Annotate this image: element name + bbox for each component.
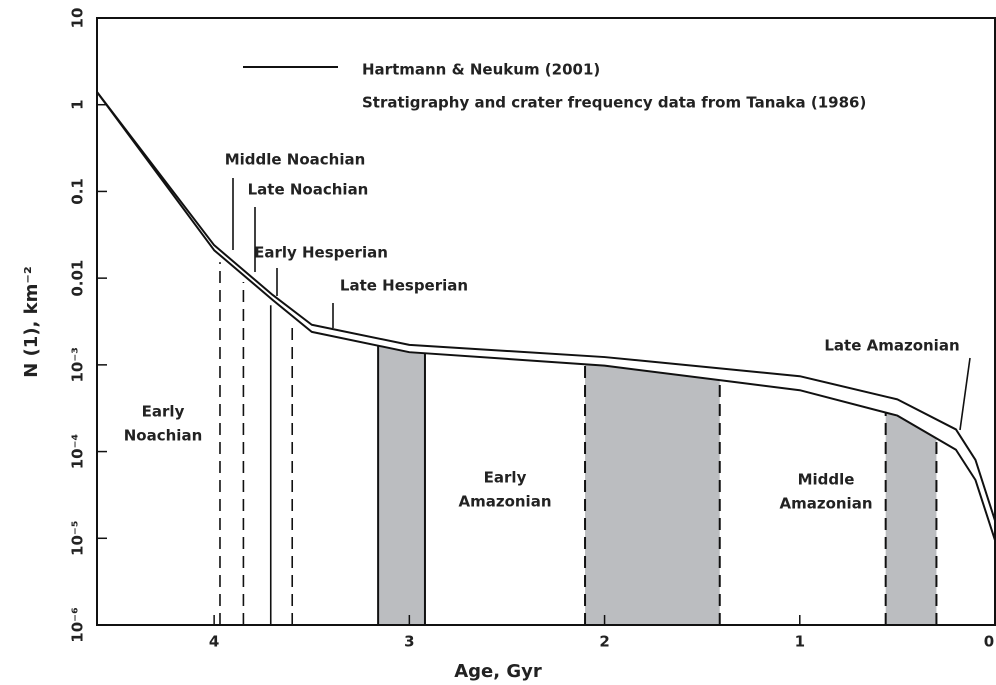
- x-tick-label: 2: [599, 633, 609, 651]
- pointer-label: Late Noachian: [248, 181, 369, 199]
- period-label: Middle: [798, 471, 855, 489]
- shaded-region: [885, 412, 937, 625]
- legend-note: Stratigraphy and crater frequency data f…: [362, 94, 866, 112]
- legend-label: Hartmann & Neukum (2001): [362, 61, 600, 79]
- y-tick-label: 10⁻³: [69, 347, 87, 382]
- y-tick-label: 0.1: [69, 178, 87, 205]
- y-tick-label: 10⁻⁶: [69, 607, 87, 642]
- x-axis-label: Age, Gyr: [454, 661, 542, 682]
- x-tick-label: 0: [984, 633, 994, 651]
- period-label: Early: [484, 469, 527, 487]
- pointer-label: Late Hesperian: [340, 277, 468, 295]
- pointer-label: Early Hesperian: [254, 244, 388, 262]
- y-tick-label: 10⁻⁵: [69, 521, 87, 556]
- x-tick-label: 4: [209, 633, 219, 651]
- y-tick-label: 0.01: [69, 260, 87, 297]
- curve: [96, 91, 996, 541]
- pointer-label: Middle Noachian: [225, 151, 366, 169]
- curve: [96, 91, 996, 521]
- x-tick-label: 1: [795, 633, 805, 651]
- period-label: Amazonian: [458, 493, 551, 511]
- y-tick-label: 10⁻⁴: [69, 434, 87, 469]
- plot-frame: [96, 17, 996, 626]
- shaded-region: [585, 364, 720, 625]
- period-label: Early: [142, 403, 185, 421]
- y-tick-label: 10: [69, 8, 87, 29]
- shaded-region: [378, 345, 425, 625]
- x-tick-label: 3: [404, 633, 414, 651]
- period-label: Noachian: [124, 427, 203, 445]
- y-tick-label: 1: [69, 99, 87, 109]
- pointer-label: Late Amazonian: [824, 337, 959, 355]
- pointer-line: [959, 357, 971, 431]
- y-axis-label: N (1), km⁻²: [21, 266, 42, 378]
- period-label: Amazonian: [779, 495, 872, 513]
